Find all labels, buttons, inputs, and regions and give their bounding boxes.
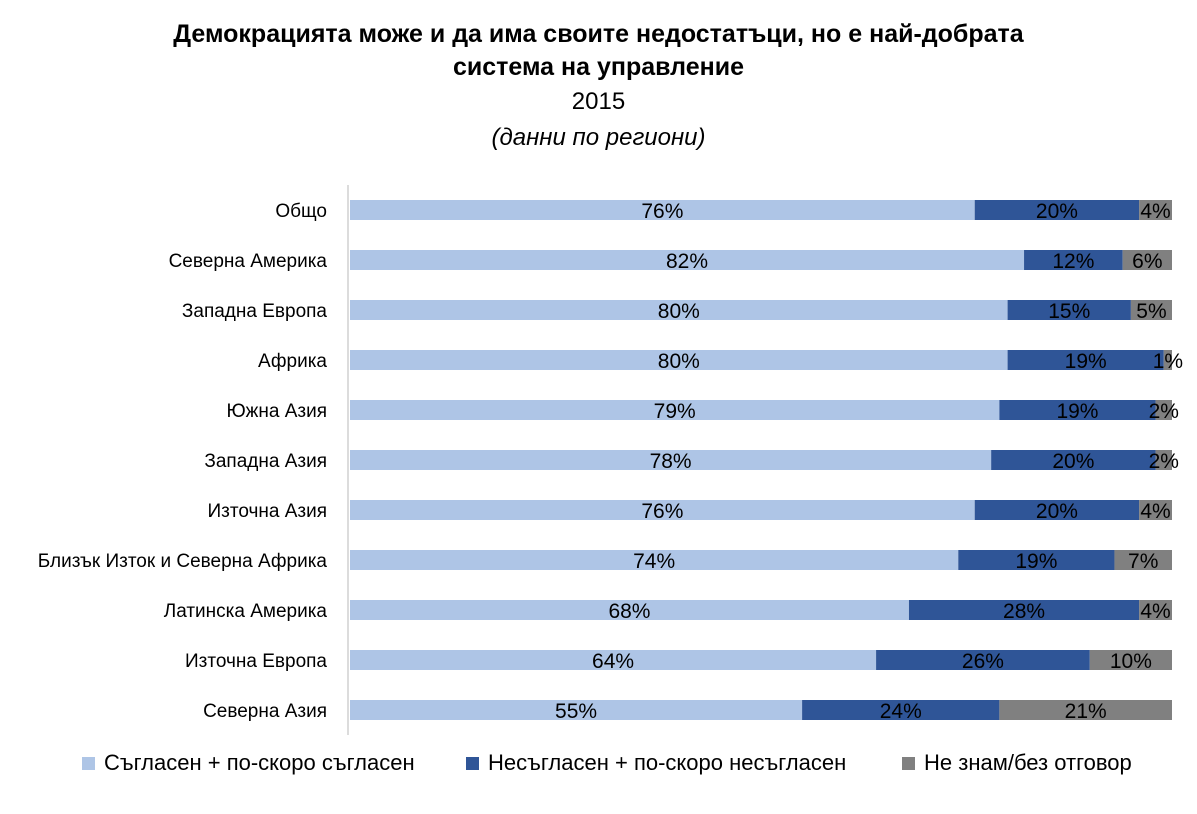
bar-agree-9 xyxy=(350,650,877,670)
bar-disagree-4 xyxy=(999,400,1156,420)
category-label-4: Южна Азия xyxy=(226,401,327,422)
data-label-agree-7: 74% xyxy=(633,550,675,573)
bar-disagree-6 xyxy=(974,500,1140,520)
chart-title-block: Демокрацията може и да има своите недост… xyxy=(0,18,1197,156)
category-label-7: Близък Изток и Северна Африка xyxy=(38,551,328,572)
category-label-8: Латинска Америка xyxy=(164,601,328,622)
bar-agree-7 xyxy=(350,550,959,570)
data-label-agree-8: 68% xyxy=(608,600,650,623)
bar-agree-1 xyxy=(350,250,1025,270)
legend-swatch-disagree xyxy=(466,756,479,770)
data-label-disagree-7: 19% xyxy=(1015,550,1057,573)
chart-legend: Съгласен + по-скоро съгласен Несъгласен … xyxy=(0,750,1197,780)
bar-agree-4 xyxy=(350,400,1000,420)
bar-dontknow-8 xyxy=(1139,600,1172,620)
bar-agree-8 xyxy=(350,600,909,620)
data-label-disagree-1: 12% xyxy=(1052,250,1094,273)
legend-label-dontknow: Не знам/без отговор xyxy=(924,750,1132,775)
category-label-6: Източна Азия xyxy=(207,501,327,522)
data-label-disagree-0: 20% xyxy=(1036,200,1078,223)
chart-title-line-2: система на управление xyxy=(452,53,744,81)
bar-agree-5 xyxy=(350,450,992,470)
data-label-dontknow-6: 4% xyxy=(1140,500,1170,523)
bar-dontknow-1 xyxy=(1122,250,1172,270)
data-label-dontknow-2: 5% xyxy=(1136,300,1166,323)
bar-dontknow-9 xyxy=(1089,650,1172,670)
legend-swatch-agree xyxy=(82,756,95,770)
data-label-agree-5: 78% xyxy=(650,450,692,473)
data-label-dontknow-1: 6% xyxy=(1132,250,1162,273)
data-label-agree-3: 80% xyxy=(658,350,700,373)
bar-disagree-1 xyxy=(1024,250,1123,270)
data-label-dontknow-9: 10% xyxy=(1110,650,1152,673)
data-label-disagree-4: 19% xyxy=(1056,400,1098,423)
data-label-agree-0: 76% xyxy=(641,200,683,223)
stacked-bar-chart: Общо 76% 20% 4% Северна Америка 82% 12% 6% Запад… xyxy=(38,185,1183,735)
data-label-dontknow-10: 21% xyxy=(1065,700,1107,723)
bar-dontknow-4 xyxy=(1155,400,1172,420)
bar-disagree-8 xyxy=(908,600,1140,620)
data-label-disagree-6: 20% xyxy=(1036,500,1078,523)
bar-disagree-0 xyxy=(974,200,1140,220)
data-label-disagree-8: 28% xyxy=(1003,600,1045,623)
data-label-dontknow-7: 7% xyxy=(1128,550,1158,573)
chart-note: (данни по региони) xyxy=(491,124,706,151)
chart-subtitle-year: 2015 xyxy=(571,88,626,115)
data-label-dontknow-3: 1% xyxy=(1153,350,1183,373)
data-label-disagree-9: 26% xyxy=(962,650,1004,673)
category-label-5: Западна Азия xyxy=(204,451,327,472)
bar-dontknow-7 xyxy=(1114,550,1172,570)
bar-dontknow-3 xyxy=(1163,350,1172,370)
bar-agree-6 xyxy=(350,500,975,520)
bar-dontknow-2 xyxy=(1130,300,1172,320)
data-label-agree-1: 82% xyxy=(666,250,708,273)
data-label-disagree-2: 15% xyxy=(1048,300,1090,323)
data-label-dontknow-8: 4% xyxy=(1140,600,1170,623)
bar-disagree-5 xyxy=(991,450,1156,470)
bar-agree-2 xyxy=(350,300,1008,320)
data-label-agree-6: 76% xyxy=(641,500,683,523)
legend-item-agree: Съгласен + по-скоро съгласен xyxy=(82,750,415,776)
bar-disagree-3 xyxy=(1007,350,1164,370)
bar-dontknow-10 xyxy=(999,700,1172,720)
legend-item-dontknow: Не знам/без отговор xyxy=(902,750,1132,776)
data-label-dontknow-0: 4% xyxy=(1140,200,1170,223)
bar-disagree-2 xyxy=(1007,300,1131,320)
bar-agree-10 xyxy=(350,700,803,720)
legend-label-agree: Съгласен + по-скоро съгласен xyxy=(104,750,415,775)
data-label-disagree-3: 19% xyxy=(1065,350,1107,373)
bar-dontknow-6 xyxy=(1139,500,1172,520)
category-label-9: Източна Европа xyxy=(185,651,327,672)
data-label-agree-4: 79% xyxy=(654,400,696,423)
bar-disagree-10 xyxy=(802,700,1000,720)
data-label-dontknow-4: 2% xyxy=(1149,400,1179,423)
chart-title-line-1: Демокрацията може и да има своите недост… xyxy=(173,20,1024,48)
category-label-3: Африка xyxy=(258,351,327,372)
data-label-agree-2: 80% xyxy=(658,300,700,323)
bar-agree-0 xyxy=(350,200,975,220)
category-label-10: Северна Азия xyxy=(203,701,327,722)
bar-dontknow-5 xyxy=(1155,450,1172,470)
data-label-disagree-5: 20% xyxy=(1052,450,1094,473)
data-label-agree-9: 64% xyxy=(592,650,634,673)
data-label-dontknow-5: 2% xyxy=(1149,450,1179,473)
category-label-0: Общо xyxy=(275,201,327,222)
bar-disagree-9 xyxy=(876,650,1090,670)
bar-dontknow-0 xyxy=(1139,200,1172,220)
legend-item-disagree: Несъгласен + по-скоро несъгласен xyxy=(466,750,846,776)
bar-disagree-7 xyxy=(958,550,1115,570)
legend-swatch-dontknow xyxy=(902,756,915,770)
legend-label-disagree: Несъгласен + по-скоро несъгласен xyxy=(488,750,847,775)
data-label-disagree-10: 24% xyxy=(880,700,922,723)
category-label-1: Северна Америка xyxy=(169,251,328,272)
category-label-2: Западна Европа xyxy=(182,301,328,322)
bar-agree-3 xyxy=(350,350,1008,370)
data-label-agree-10: 55% xyxy=(555,700,597,723)
